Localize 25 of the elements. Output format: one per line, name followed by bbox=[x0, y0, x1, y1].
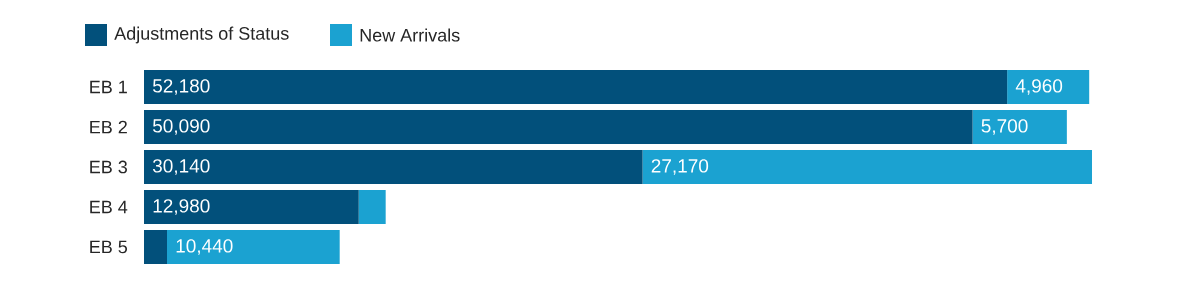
data-label: 50,090 bbox=[152, 119, 210, 135]
data-label: 30,140 bbox=[152, 159, 210, 175]
bar bbox=[144, 190, 359, 224]
y-tick-label: EB 1 bbox=[90, 80, 127, 94]
bar bbox=[358, 190, 386, 224]
data-label: 52,180 bbox=[152, 79, 210, 95]
y-tick-label: EB 3 bbox=[90, 160, 127, 174]
legend-label: Adjustments of Status bbox=[114, 26, 289, 44]
data-label: 10,440 bbox=[176, 239, 233, 255]
y-tick-label: EB 2 bbox=[90, 120, 127, 134]
legend-label: New Arrivals bbox=[360, 28, 460, 42]
data-label: 27,170 bbox=[651, 159, 709, 175]
data-label: 4,960 bbox=[1015, 79, 1063, 95]
bar bbox=[642, 150, 1093, 185]
bar bbox=[144, 110, 973, 145]
data-label: 12,980 bbox=[153, 199, 210, 215]
bar bbox=[1007, 70, 1090, 104]
bar bbox=[144, 150, 643, 185]
bar bbox=[972, 110, 1067, 145]
bar bbox=[144, 230, 167, 264]
y-tick-label: EB 4 bbox=[90, 200, 128, 214]
bar bbox=[167, 230, 340, 264]
y-tick-label: EB 5 bbox=[90, 240, 128, 254]
data-label: 5,700 bbox=[981, 119, 1028, 135]
bar bbox=[144, 70, 1008, 104]
